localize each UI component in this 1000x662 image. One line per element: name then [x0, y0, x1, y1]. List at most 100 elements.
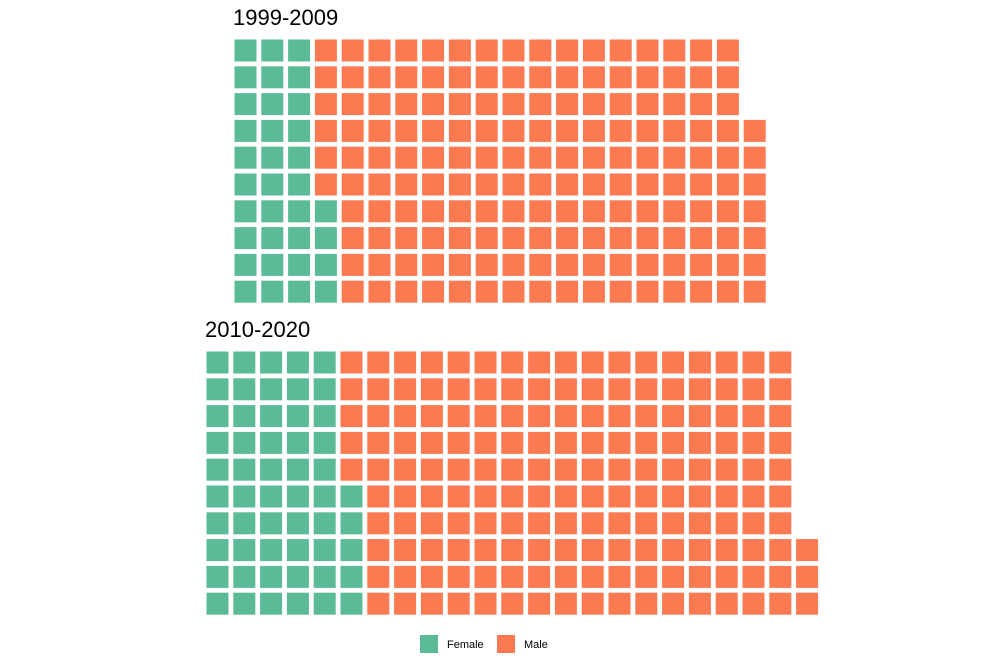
waffle-cell-male — [635, 512, 658, 535]
waffle-cell-male — [395, 227, 418, 250]
waffle-cell-male — [635, 405, 658, 428]
waffle-cell-male — [582, 93, 605, 116]
waffle-cell-female — [288, 280, 311, 303]
waffle-cell-female — [233, 458, 256, 481]
waffle-cell-female — [234, 200, 257, 223]
waffle-cell-male — [556, 173, 579, 196]
waffle-cell-male — [367, 405, 390, 428]
waffle-cell-male — [474, 458, 497, 481]
waffle-cell-male — [582, 253, 605, 276]
waffle-cell-male — [422, 200, 445, 223]
waffle-cell-female — [261, 66, 284, 89]
waffle-cell-male — [662, 485, 685, 508]
waffle-cell-male — [769, 565, 792, 588]
waffle-cell-male — [395, 146, 418, 169]
waffle-cell-male — [368, 119, 391, 142]
waffle-cell-female — [234, 253, 257, 276]
waffle-cell-female — [340, 592, 363, 615]
waffle-cell-male — [556, 66, 579, 89]
waffle-cell-male — [502, 39, 525, 62]
waffle-cell-male — [742, 565, 765, 588]
waffle-cell-male — [663, 93, 686, 116]
waffle-cell-male — [715, 458, 738, 481]
waffle-cell-male — [690, 119, 713, 142]
waffle-cell-male — [715, 485, 738, 508]
waffle-cell-male — [636, 280, 659, 303]
waffle-cell-male — [556, 93, 579, 116]
waffle-cell-male — [395, 93, 418, 116]
waffle-cell-male — [368, 146, 391, 169]
waffle-cell-male — [394, 539, 417, 562]
waffle-cell-male — [395, 173, 418, 196]
waffle-cell-male — [636, 66, 659, 89]
waffle-cell-male — [554, 351, 577, 374]
waffle-cell-female — [260, 378, 283, 401]
waffle-cell-male — [690, 200, 713, 223]
waffle-cell-male — [663, 119, 686, 142]
waffle-cell-male — [475, 146, 498, 169]
waffle-cell-female — [206, 458, 229, 481]
waffle-cell-male — [422, 66, 445, 89]
waffle-cell-male — [474, 565, 497, 588]
waffle-cell-male — [743, 119, 766, 142]
waffle-cell-female — [313, 592, 336, 615]
waffle-cell-female — [260, 512, 283, 535]
legend-swatch-male — [497, 635, 515, 653]
waffle-cell-male — [448, 39, 471, 62]
waffle-cell-male — [420, 378, 443, 401]
waffle-cell-male — [690, 93, 713, 116]
waffle-cell-male — [636, 39, 659, 62]
waffle-cell-male — [769, 378, 792, 401]
waffle-cell-male — [608, 378, 631, 401]
waffle-cell-male — [662, 565, 685, 588]
waffle-cell-female — [261, 280, 284, 303]
waffle-cell-male — [341, 200, 364, 223]
waffle-cell-male — [581, 539, 604, 562]
waffle-cell-male — [340, 431, 363, 454]
waffle-cell-female — [286, 539, 309, 562]
waffle-cell-male — [688, 458, 711, 481]
waffle-cell-male — [636, 93, 659, 116]
waffle-cell-male — [501, 378, 524, 401]
waffle-cell-male — [367, 431, 390, 454]
waffle-cell-male — [420, 458, 443, 481]
waffle-cell-male — [581, 592, 604, 615]
waffle-cell-male — [742, 405, 765, 428]
waffle-cell-female — [234, 93, 257, 116]
waffle-cell-male — [501, 565, 524, 588]
waffle-cell-male — [688, 351, 711, 374]
waffle-cell-male — [582, 39, 605, 62]
waffle-cell-female — [313, 405, 336, 428]
waffle-cell-male — [608, 431, 631, 454]
waffle-cell-male — [743, 200, 766, 223]
panel-title: 1999-2009 — [233, 5, 338, 30]
waffle-cell-male — [502, 173, 525, 196]
waffle-cell-male — [769, 431, 792, 454]
waffle-cell-male — [608, 485, 631, 508]
waffle-cell-male — [314, 119, 337, 142]
waffle-cell-male — [368, 227, 391, 250]
waffle-cell-male — [636, 200, 659, 223]
waffle-cell-male — [501, 405, 524, 428]
waffle-cell-male — [742, 512, 765, 535]
waffle-cell-male — [716, 200, 739, 223]
waffle-cell-male — [716, 227, 739, 250]
waffle-cell-female — [233, 539, 256, 562]
waffle-cell-female — [286, 378, 309, 401]
waffle-cell-male — [475, 173, 498, 196]
waffle-cell-female — [260, 458, 283, 481]
waffle-cell-male — [395, 66, 418, 89]
waffle-cell-male — [368, 39, 391, 62]
waffle-cell-male — [796, 539, 819, 562]
waffle-cell-male — [447, 512, 470, 535]
waffle-cell-male — [475, 227, 498, 250]
waffle-cell-male — [608, 565, 631, 588]
waffle-cell-male — [742, 431, 765, 454]
waffle-cell-male — [635, 592, 658, 615]
waffle-cell-male — [743, 280, 766, 303]
waffle-cell-male — [556, 280, 579, 303]
waffle-cell-male — [554, 565, 577, 588]
waffle-cell-male — [367, 512, 390, 535]
legend-label-female: Female — [447, 639, 484, 651]
waffle-cell-male — [529, 227, 552, 250]
